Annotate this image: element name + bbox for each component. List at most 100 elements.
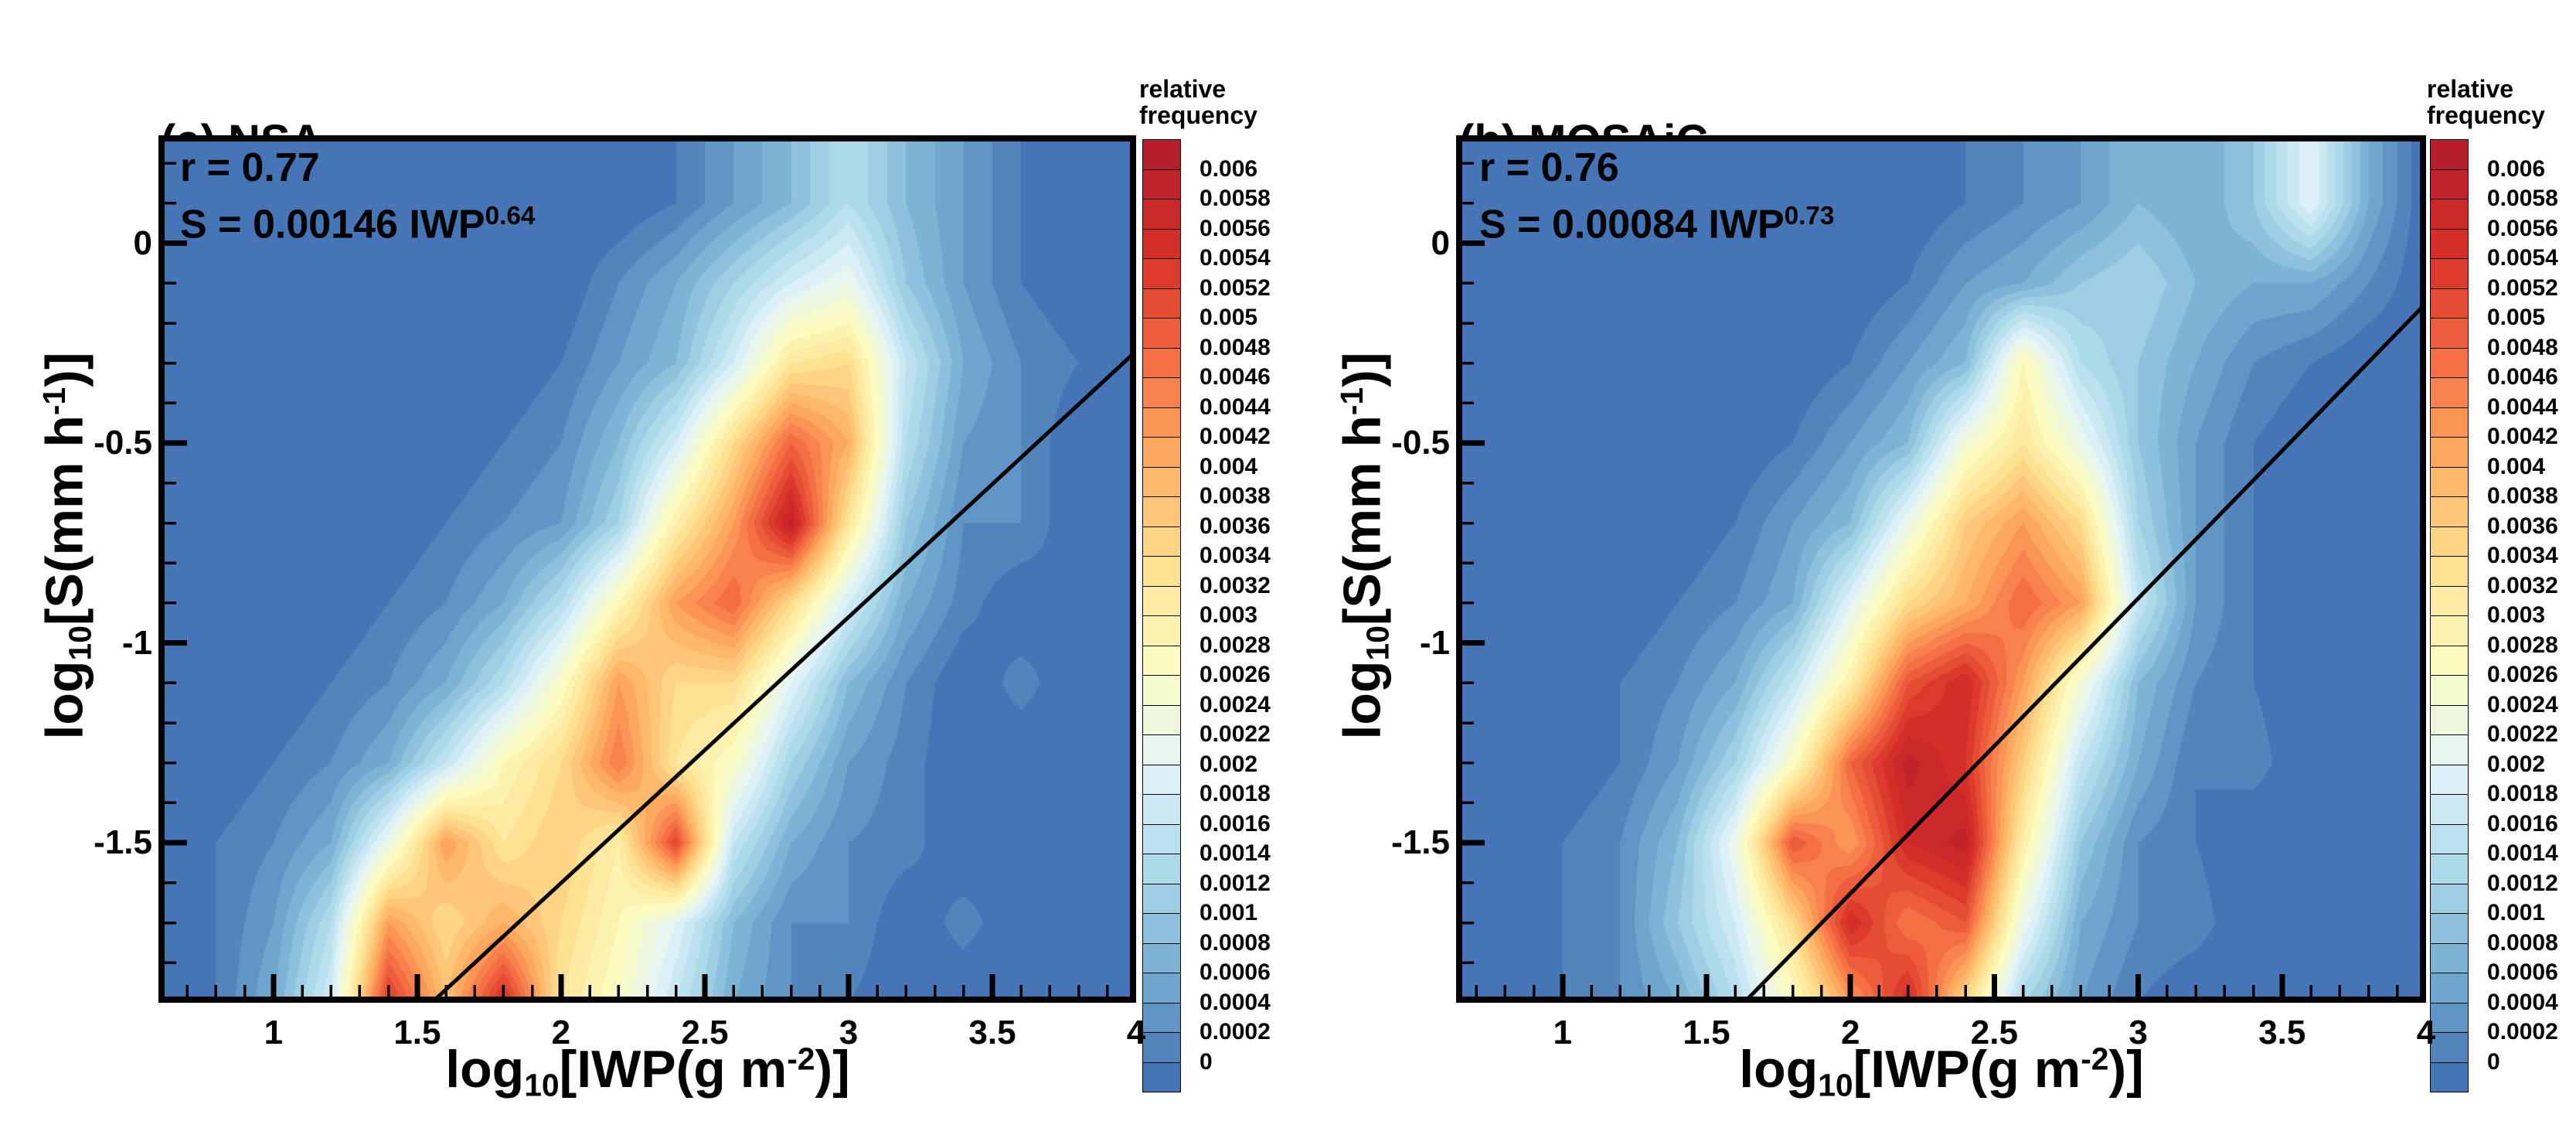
correlation-annotation: r = 0.76 xyxy=(1479,145,1619,190)
axis-label-part: [IWP(g m xyxy=(1853,1040,2081,1099)
colorbar-tick-label: 0.0042 xyxy=(1200,424,1271,449)
x-tick-label: 3 xyxy=(2129,1014,2148,1051)
colorbar-tick-label: 0.005 xyxy=(1200,305,1258,330)
colorbar-cell xyxy=(2430,288,2469,319)
colorbar-cell xyxy=(1142,169,1181,199)
colorbar-tick-label: 0.005 xyxy=(2487,305,2546,330)
colorbar-tick-label: 0.0054 xyxy=(2487,245,2558,271)
fit-line xyxy=(1742,302,2426,1003)
axis-label-part: )] xyxy=(35,352,94,387)
axis-label-part: [S(mm h xyxy=(1332,415,1392,626)
colorbar-tick-label: 0.0054 xyxy=(1200,245,1271,271)
y-tick-label: -1.5 xyxy=(94,823,152,862)
plot-frame xyxy=(1456,135,2426,1003)
colorbar-tick-label: 0.0006 xyxy=(1200,959,1271,985)
colorbar-cell xyxy=(2430,1002,2469,1033)
colorbar-tick-label: 0.0016 xyxy=(1200,810,1271,837)
colorbar-tick-label: 0.004 xyxy=(2487,453,2546,479)
colorbar-cell xyxy=(2430,645,2469,676)
x-tick-label: 3 xyxy=(839,1014,859,1051)
colorbar-cell xyxy=(2430,199,2469,230)
colorbar-tick-label: 0.0026 xyxy=(1200,662,1271,687)
colorbar-tick-label: 0.0024 xyxy=(1200,691,1271,717)
colorbar-cell xyxy=(1142,823,1181,854)
colorbar-tick-label: 0.001 xyxy=(2487,900,2546,925)
x-tick-label: 1.5 xyxy=(1683,1014,1730,1051)
y-tick-label: -0.5 xyxy=(94,424,152,462)
colorbar-tick-label: 0.001 xyxy=(1200,900,1258,925)
x-tick-label: 3.5 xyxy=(968,1014,1016,1051)
colorbar-tick-label: 0.0008 xyxy=(2487,929,2558,956)
colorbar-cell xyxy=(2430,347,2469,378)
colorbar-cell xyxy=(2430,377,2469,408)
axis-label-part: [IWP(g m xyxy=(559,1040,788,1099)
colorbar-tick-label: 0.0056 xyxy=(1200,215,1271,241)
colorbar-tick-label: 0.0036 xyxy=(1200,513,1271,539)
axis-label-part: log xyxy=(1739,1040,1819,1099)
colorbar-cell xyxy=(2430,258,2469,289)
colorbar-tick-label: 0.0032 xyxy=(1200,572,1271,598)
x-tick-label: 1 xyxy=(1553,1014,1573,1051)
colorbar-cell xyxy=(1142,1032,1181,1063)
x-axis-title: log10[IWP(g m-2)] xyxy=(1739,1039,2144,1103)
colorbar-tick-label: 0.0046 xyxy=(1200,364,1271,390)
y-tick-label: 0 xyxy=(133,223,152,262)
fit-equation-exponent: 0.73 xyxy=(1784,202,1835,230)
x-tick-label: 2 xyxy=(1840,1014,1860,1051)
colorbar-cell xyxy=(2430,823,2469,854)
colorbar-tick-label: 0.0036 xyxy=(2487,513,2558,539)
fit-line xyxy=(430,349,1136,1003)
colorbar-cell xyxy=(1142,764,1181,795)
colorbar-cell xyxy=(1142,734,1181,765)
colorbar-cell xyxy=(1142,1002,1181,1033)
axis-label-part: [S(mm h xyxy=(35,415,94,626)
colorbar-cell xyxy=(2430,585,2469,616)
x-tick-label: 4 xyxy=(2416,1014,2436,1051)
colorbar-tick-label: 0.002 xyxy=(2487,751,2546,777)
axis-label-part: 10 xyxy=(1818,1067,1853,1103)
colorbar-tick-label: 0.003 xyxy=(1200,602,1258,628)
fit-equation-annotation: S = 0.00146 IWP0.64 xyxy=(180,195,535,246)
colorbar-cell xyxy=(1142,407,1181,438)
colorbar-tick-label: 0.0044 xyxy=(1200,394,1271,420)
axis-label-part: -2 xyxy=(787,1041,815,1077)
axis-label-part: -2 xyxy=(2081,1041,2109,1077)
colorbar-cell xyxy=(1142,675,1181,706)
x-tick-label: 4 xyxy=(1126,1014,1146,1051)
colorbar-cell xyxy=(1142,199,1181,230)
colorbar-tick-label: 0.0022 xyxy=(2487,721,2558,747)
colorbar-tick-label: 0.0028 xyxy=(2487,632,2558,658)
colorbar-tick-label: 0.004 xyxy=(1200,453,1258,479)
x-tick-label: 1 xyxy=(264,1014,284,1051)
colorbar-tick-label: 0.0022 xyxy=(1200,721,1271,747)
colorbar-tick-label: 0.0038 xyxy=(1200,483,1271,509)
heatmap-field xyxy=(1456,135,2426,1003)
y-tick-label: 0 xyxy=(1431,223,1450,262)
y-tick-label: -0.5 xyxy=(1391,424,1450,462)
colorbar-cell xyxy=(2430,854,2469,884)
colorbar-tick-label: 0.0024 xyxy=(2487,691,2558,717)
y-axis-title: log10[S(mm h-1)] xyxy=(1332,353,1396,740)
colorbar-tick-label: 0.006 xyxy=(2487,155,2546,182)
axis-label-part: )] xyxy=(1332,352,1392,387)
plot-frame-overlay xyxy=(158,135,1136,1003)
x-tick-label: 1.5 xyxy=(393,1014,441,1051)
colorbar-cell xyxy=(1142,704,1181,735)
colorbar-cell xyxy=(2430,139,2469,170)
plot-frame xyxy=(158,135,1136,1003)
colorbar-cell xyxy=(2430,764,2469,795)
colorbar-cell xyxy=(1142,139,1181,170)
colorbar-tick-label: 0.0058 xyxy=(2487,186,2558,211)
colorbar-cell xyxy=(1142,526,1181,557)
colorbar-cell xyxy=(1142,883,1181,914)
colorbar-title-line1: relative xyxy=(1139,75,1227,103)
colorbar-tick-label: 0.0014 xyxy=(2487,840,2558,866)
colorbar-cell xyxy=(1142,437,1181,468)
colorbar-cell xyxy=(2430,437,2469,468)
colorbar-cell xyxy=(1142,585,1181,616)
colorbar-cell xyxy=(2430,496,2469,527)
colorbar-cell xyxy=(2430,1032,2469,1063)
colorbar-cell xyxy=(1142,1062,1181,1092)
colorbar-tick-label: 0.0052 xyxy=(2487,274,2558,301)
correlation-annotation: r = 0.77 xyxy=(180,145,320,190)
